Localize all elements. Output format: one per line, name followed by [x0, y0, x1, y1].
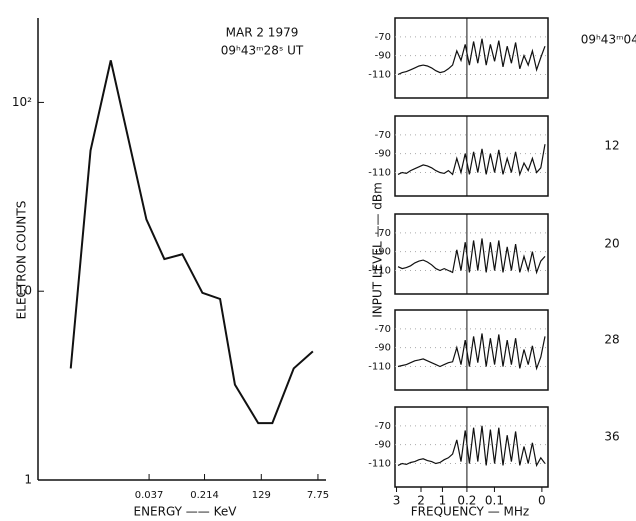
y-tick-label: -110 [368, 265, 391, 276]
panel-time-label: 09ʰ43ᵐ04ˢ [581, 33, 636, 47]
panel-frame [394, 213, 549, 295]
annotation-date: MAR 2 1979 [226, 26, 299, 40]
y-tick-label: -110 [368, 69, 391, 80]
panel-frame [394, 406, 549, 488]
y-tick-label: -70 [375, 32, 391, 43]
y-tick-label: -70 [375, 228, 391, 239]
panel-frame [394, 115, 549, 197]
spectrum [397, 333, 546, 371]
y-tick-label: 10 [17, 284, 32, 298]
y-tick-label: -110 [368, 167, 391, 178]
y-axis-label: INPUT LEVEL —— dBm [371, 182, 385, 318]
x-tick-label: 3 [393, 494, 401, 508]
x-tick-label: 0.1 [485, 494, 504, 508]
panel-frame [394, 309, 549, 391]
x-tick-label: 0 [538, 494, 546, 508]
panel-frame [394, 17, 549, 99]
x-tick-label: 7.75 [307, 490, 329, 501]
spectrum [397, 38, 546, 76]
y-tick-label: -70 [375, 130, 391, 141]
y-tick-label: -70 [375, 421, 391, 432]
spectrum [397, 425, 546, 468]
y-tick-label: -90 [375, 440, 391, 451]
x-tick-label: 1 [439, 494, 447, 508]
panel-time-label: 28 [604, 333, 619, 347]
data-line [69, 60, 314, 425]
spectrum [397, 238, 546, 275]
y-axis-label: ELECTRON COUNTS [15, 201, 29, 320]
x-tick-label: 2 [417, 494, 425, 508]
y-tick-label: -70 [375, 324, 391, 335]
y-tick-label: -110 [368, 458, 391, 469]
x-tick-label: 0.037 [135, 490, 164, 501]
x-axis-label: FREQUENCY — MHz [411, 505, 529, 519]
spectrum [397, 144, 546, 177]
panel-time-label: 20 [604, 237, 619, 251]
x-tick-label: 0.214 [190, 490, 219, 501]
y-tick-label: -90 [375, 51, 391, 62]
y-tick-label: -90 [375, 343, 391, 354]
y-tick-label: -110 [368, 361, 391, 372]
y-tick-label: -90 [375, 247, 391, 258]
x-tick-label: 0.2 [457, 494, 476, 508]
y-tick-label: 10² [12, 95, 32, 109]
panel-time-label: 36 [604, 430, 619, 444]
x-axis-label: ENERGY —— KeV [133, 505, 237, 519]
y-tick-label: 1 [24, 473, 32, 487]
y-tick-label: -90 [375, 149, 391, 160]
panel-time-label: 12 [604, 139, 619, 153]
x-tick-label: 129 [252, 490, 271, 501]
annotation-time: 09ʰ43ᵐ28ˢ UT [221, 44, 304, 58]
